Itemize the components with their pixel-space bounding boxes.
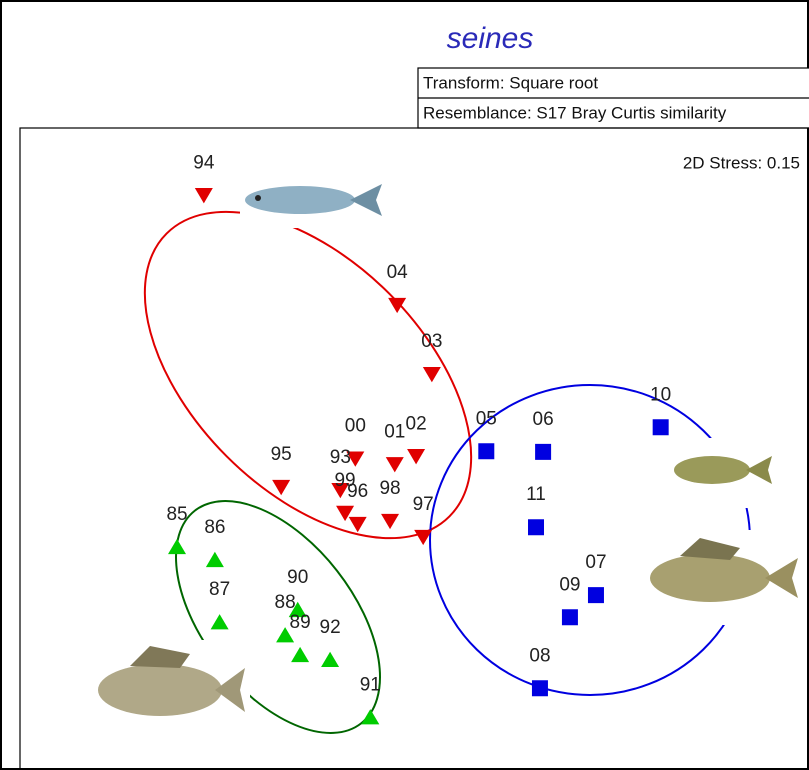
point — [531, 680, 548, 697]
point-label: 01 — [384, 421, 405, 442]
point — [291, 646, 310, 663]
fish-illustration — [670, 438, 772, 508]
point-label: 89 — [290, 612, 311, 633]
point — [388, 297, 407, 314]
point — [331, 482, 350, 499]
point — [194, 188, 213, 204]
point — [381, 513, 400, 530]
point — [321, 651, 340, 668]
point — [561, 609, 578, 626]
point — [478, 443, 495, 460]
point-label: 97 — [413, 494, 434, 515]
fish-illustration — [240, 178, 390, 228]
plot-frame — [19, 127, 809, 770]
point — [210, 614, 229, 630]
point-label: 11 — [526, 484, 546, 505]
transform-note: Transform: Square root — [423, 73, 598, 92]
point-label: 92 — [320, 617, 341, 638]
point-label: 91 — [360, 674, 381, 695]
point-label: 04 — [387, 262, 409, 283]
point — [385, 457, 404, 473]
point-label: 86 — [204, 517, 225, 538]
group-ellipse — [143, 210, 473, 540]
point-label: 87 — [209, 579, 230, 600]
point — [346, 451, 365, 467]
point — [272, 479, 291, 496]
point-label: 08 — [529, 645, 550, 666]
point-label: 94 — [193, 152, 215, 173]
point — [407, 449, 426, 465]
point-label: 99 — [334, 470, 355, 491]
point — [361, 709, 380, 725]
resemblance-note: Resemblance: S17 Bray Curtis similarity — [423, 103, 727, 122]
fish-illustration — [640, 530, 800, 625]
point-label: 05 — [476, 408, 497, 429]
point-label: 85 — [166, 504, 187, 525]
point-label: 88 — [275, 592, 296, 613]
point-label: 06 — [533, 409, 554, 430]
point-label: 95 — [271, 444, 292, 465]
point-label: 98 — [379, 478, 400, 499]
point-label: 90 — [287, 567, 308, 588]
point — [348, 516, 367, 533]
point — [535, 443, 552, 460]
point — [205, 551, 224, 568]
point — [587, 587, 604, 604]
point-label: 07 — [585, 552, 606, 573]
chart-title: seines — [447, 22, 534, 55]
point — [414, 529, 433, 546]
point-label: 00 — [345, 416, 366, 437]
point-label: 09 — [559, 574, 580, 595]
point-label: 02 — [406, 413, 427, 434]
point — [168, 538, 187, 555]
point — [422, 366, 441, 383]
point — [276, 627, 295, 643]
point-label: 10 — [650, 384, 671, 405]
point-label: 96 — [347, 481, 368, 502]
point — [336, 505, 355, 522]
point-label: 93 — [330, 447, 351, 468]
point-label: 03 — [421, 331, 442, 352]
stress-label: 2D Stress: 0.15 — [683, 153, 800, 172]
point — [652, 419, 669, 436]
point — [528, 519, 545, 536]
point — [288, 601, 307, 618]
fish-illustration — [90, 640, 250, 725]
